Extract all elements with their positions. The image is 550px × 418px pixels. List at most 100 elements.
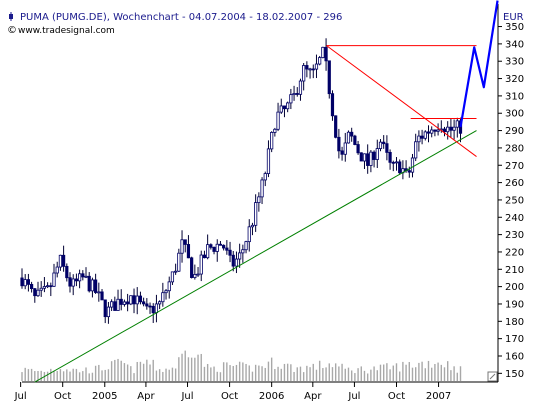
candle-body: [292, 93, 296, 96]
candle-body: [302, 65, 306, 82]
candle-body: [30, 283, 34, 290]
candle-body: [161, 292, 165, 303]
candle-body: [177, 252, 181, 272]
candle-body: [362, 153, 367, 162]
candles: [20, 38, 463, 324]
candle-body: [254, 202, 258, 226]
chart-title: PUMA (PUMG.DE), Wochenchart - 04.07.2004…: [20, 12, 342, 23]
x-tick-label: 2007: [426, 391, 451, 402]
candle-body: [385, 143, 389, 153]
x-tick-label: 2005: [92, 391, 117, 402]
candle-body: [87, 275, 91, 292]
candle-body: [151, 305, 155, 314]
candle-body: [36, 289, 40, 297]
candle-body: [238, 252, 242, 260]
candle-body: [375, 148, 379, 160]
candle-body: [327, 60, 331, 95]
x-tick-label: Oct: [221, 391, 238, 402]
candle-body: [452, 126, 456, 131]
candle-body: [398, 161, 402, 174]
candle-body: [170, 271, 175, 283]
candle-body: [126, 301, 130, 305]
candle-body: [119, 298, 123, 305]
candle-body: [142, 301, 146, 305]
candle-body: [250, 224, 255, 228]
x-tick-label: Oct: [388, 391, 405, 402]
candle-body: [420, 135, 424, 139]
candle-body: [346, 131, 351, 144]
candle-body: [135, 295, 139, 305]
candle-body: [97, 291, 101, 294]
candle-body: [289, 94, 293, 104]
y-tick-label: 230: [505, 230, 524, 241]
candle-body: [158, 301, 162, 305]
candle-body: [186, 244, 191, 259]
candle-body: [359, 152, 363, 162]
y-tick-label: 150: [505, 369, 524, 380]
resize-grip-icon[interactable]: [487, 371, 498, 382]
x-tick-label: Jul: [180, 391, 193, 402]
y-tick-label: 300: [505, 109, 524, 120]
candle-body: [68, 277, 72, 287]
x-tick-label: Jul: [347, 391, 360, 402]
candle-body: [65, 265, 69, 279]
y-tick-label: 190: [505, 299, 524, 310]
candle-body: [129, 295, 133, 305]
candle-body: [26, 279, 31, 285]
candle-body: [330, 93, 335, 117]
y-tick-label: 350: [505, 22, 524, 33]
x-tick-label: Apr: [137, 391, 155, 402]
volume-bars: [21, 350, 462, 381]
candle-body: [244, 241, 248, 251]
candle-body: [71, 278, 75, 287]
candle-body: [276, 111, 280, 130]
candle-body: [164, 290, 168, 294]
candle-body: [113, 301, 117, 311]
candle-body: [20, 277, 24, 287]
candle-body: [42, 286, 47, 289]
candle-body: [106, 306, 111, 318]
candle-body: [430, 129, 434, 134]
candle-body: [110, 301, 114, 308]
y-tick-label: 160: [505, 351, 524, 362]
candle-body: [414, 141, 418, 159]
candle-body: [62, 254, 66, 267]
candle-body: [324, 46, 328, 62]
candle-body: [225, 247, 229, 251]
candle-body: [282, 105, 287, 110]
candle-body: [209, 244, 213, 248]
projection: [459, 0, 499, 128]
candle-body: [218, 243, 223, 246]
x-axis: Jul Oct 2005 Apr Jul Oct 2006 Apr Jul Oct 2007: [14, 382, 451, 402]
candle-body: [263, 173, 267, 181]
candle-body: [314, 63, 319, 70]
candle-body: [180, 239, 184, 254]
candle-body: [407, 170, 411, 173]
candle-body: [410, 157, 415, 173]
candle-body: [423, 131, 427, 139]
candle-body: [247, 226, 251, 243]
candle-body: [279, 105, 283, 113]
candle-body: [78, 273, 82, 282]
candle-body: [372, 151, 376, 160]
candle-body: [46, 285, 50, 288]
candle-body: [234, 258, 239, 267]
candle-body: [190, 257, 194, 278]
candle-body: [103, 299, 107, 318]
candle-body: [154, 303, 159, 314]
candle-body: [212, 246, 216, 252]
x-tick-label: Jul: [14, 391, 27, 402]
candle-body: [58, 254, 63, 268]
candle-body: [52, 272, 56, 287]
plot-frame: [22, 4, 499, 383]
candle-body: [241, 249, 245, 254]
candle-body: [305, 65, 309, 70]
x-tick-label: Apr: [304, 391, 322, 402]
candle-body: [202, 254, 207, 259]
y-tick-label: 200: [505, 282, 524, 293]
y-tick-label: 170: [505, 334, 524, 345]
candle-body: [116, 298, 120, 311]
candle-body: [388, 151, 392, 163]
y-tick-label: 210: [505, 265, 524, 276]
